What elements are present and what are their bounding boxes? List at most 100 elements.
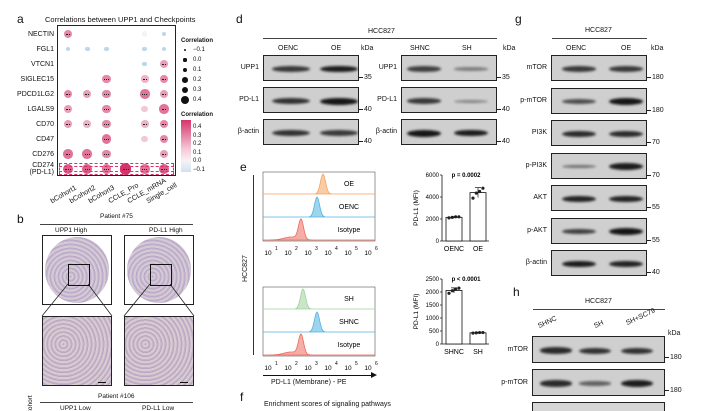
x-tick-exponent: 6	[375, 361, 378, 367]
cell-line-underline	[533, 309, 665, 310]
kda-marker: 40	[502, 106, 510, 113]
connector-line	[169, 283, 195, 317]
connector-line	[123, 283, 151, 317]
kda-marker: 55	[652, 236, 660, 244]
correlation-dot	[101, 149, 111, 159]
kda-tick	[497, 109, 501, 110]
p-value-annotation: p < 0.0001	[452, 277, 482, 283]
kda-label: kDa	[503, 45, 516, 52]
x-tick-label: 10	[304, 365, 312, 372]
x-tick-label: 10	[344, 250, 352, 257]
data-point	[457, 215, 461, 219]
color-legend-label: 0.2	[193, 141, 202, 147]
dot-marker	[84, 153, 90, 156]
dot-marker	[104, 108, 109, 111]
data-point	[450, 215, 454, 219]
scale-bar	[98, 382, 106, 383]
correlation-dot	[101, 104, 111, 114]
correlation-dot	[140, 89, 150, 99]
protein-band	[562, 66, 596, 72]
panel-label-g: g	[515, 12, 522, 26]
correlation-dot	[159, 104, 169, 114]
color-legend-label: 0.1	[193, 149, 202, 156]
correlation-dot	[141, 120, 149, 128]
x-tick-label: 10	[304, 250, 312, 257]
lane-label: OENC	[566, 45, 587, 52]
x-tick-exponent: 1	[275, 361, 278, 367]
western-blot	[551, 185, 647, 211]
size-legend-dot	[183, 58, 187, 62]
histogram-label: OENC	[339, 204, 359, 211]
patient-top-line	[40, 224, 193, 225]
protein-band	[609, 228, 643, 235]
protein-band	[454, 129, 488, 137]
dot-marker	[84, 168, 90, 171]
tissue-core	[45, 237, 109, 303]
protein-band	[562, 228, 596, 235]
x-tick-exponent: 2	[295, 246, 298, 252]
histogram-shnc	[263, 311, 375, 333]
x-axis-label: PD-L1 (Membrane) - PE	[271, 379, 347, 386]
zoom-connector	[123, 283, 195, 317]
x-tick-exponent: 1	[275, 246, 278, 252]
western-blot-partial	[532, 402, 665, 411]
dotplot-row-label: VTCN1	[31, 60, 54, 68]
kda-marker: 180	[670, 354, 682, 361]
x-tick-exponent: 4	[335, 361, 338, 367]
western-blot	[532, 369, 665, 396]
western-blot	[401, 55, 497, 81]
protein-band	[320, 97, 358, 105]
x-tick-label: 10	[264, 250, 272, 257]
western-blot	[263, 87, 359, 113]
dotplot-row-label: CD274 (PD-L1)	[29, 162, 54, 177]
blot-row-label: p-mTOR	[520, 96, 547, 104]
dot-marker	[65, 93, 71, 96]
dot-marker	[142, 123, 147, 126]
protein-band	[562, 260, 596, 268]
dot-marker	[65, 153, 71, 156]
western-blot	[551, 250, 647, 276]
lane-label: SH	[593, 319, 605, 330]
lane-label: OE	[621, 45, 632, 52]
dot-marker	[65, 108, 71, 111]
correlation-dot	[141, 135, 149, 143]
correlation-dot	[84, 46, 90, 52]
kda-tick	[359, 77, 363, 78]
lane-label: SHNC	[410, 45, 430, 52]
protein-band	[579, 381, 611, 386]
western-blot	[551, 120, 647, 146]
x-category-label: OENC	[444, 246, 464, 253]
x-category-label: OE	[473, 246, 483, 253]
y-tick-label: 0	[436, 239, 440, 245]
correlation-dot	[82, 149, 92, 159]
y-tick-label: 6000	[426, 173, 440, 179]
kda-marker: 180	[652, 106, 664, 114]
kda-marker: 55	[652, 204, 660, 211]
western-blot	[551, 152, 647, 179]
dot-marker	[142, 93, 148, 96]
data-point	[474, 191, 478, 195]
color-legend-label: −0.1	[193, 166, 205, 173]
protein-band	[454, 99, 488, 103]
histogram-frame	[262, 286, 376, 357]
correlation-dot	[140, 164, 150, 174]
western-blot	[551, 87, 647, 114]
size-legend-dot	[181, 86, 189, 94]
size-legend-dot	[181, 96, 189, 104]
scale-bar	[180, 382, 188, 383]
kda-marker: 35	[502, 74, 510, 81]
correlation-dot	[159, 134, 169, 144]
cell-line-label: HCC827	[585, 27, 612, 34]
data-point	[447, 216, 451, 220]
histogram-isotype	[263, 333, 375, 356]
correlation-dot	[159, 119, 169, 129]
kda-tick	[647, 174, 651, 176]
western-blot	[551, 217, 647, 244]
bar-chart-oe: 0 2000 4000 6000 PD-L1 (MFI) OENC OE p = 0.0002	[413, 173, 489, 253]
protein-band	[609, 163, 643, 170]
dotplot-row-label: FGL1	[36, 45, 54, 53]
bar-chart-sh: 0 500 1000 1500 2000 2500 PD-L1 (MFI) SHNC SH p <…	[413, 277, 489, 356]
x-tick-label: 10	[284, 365, 292, 372]
correlation-dot	[142, 46, 148, 52]
blot-row-label: UPP1	[240, 64, 259, 71]
